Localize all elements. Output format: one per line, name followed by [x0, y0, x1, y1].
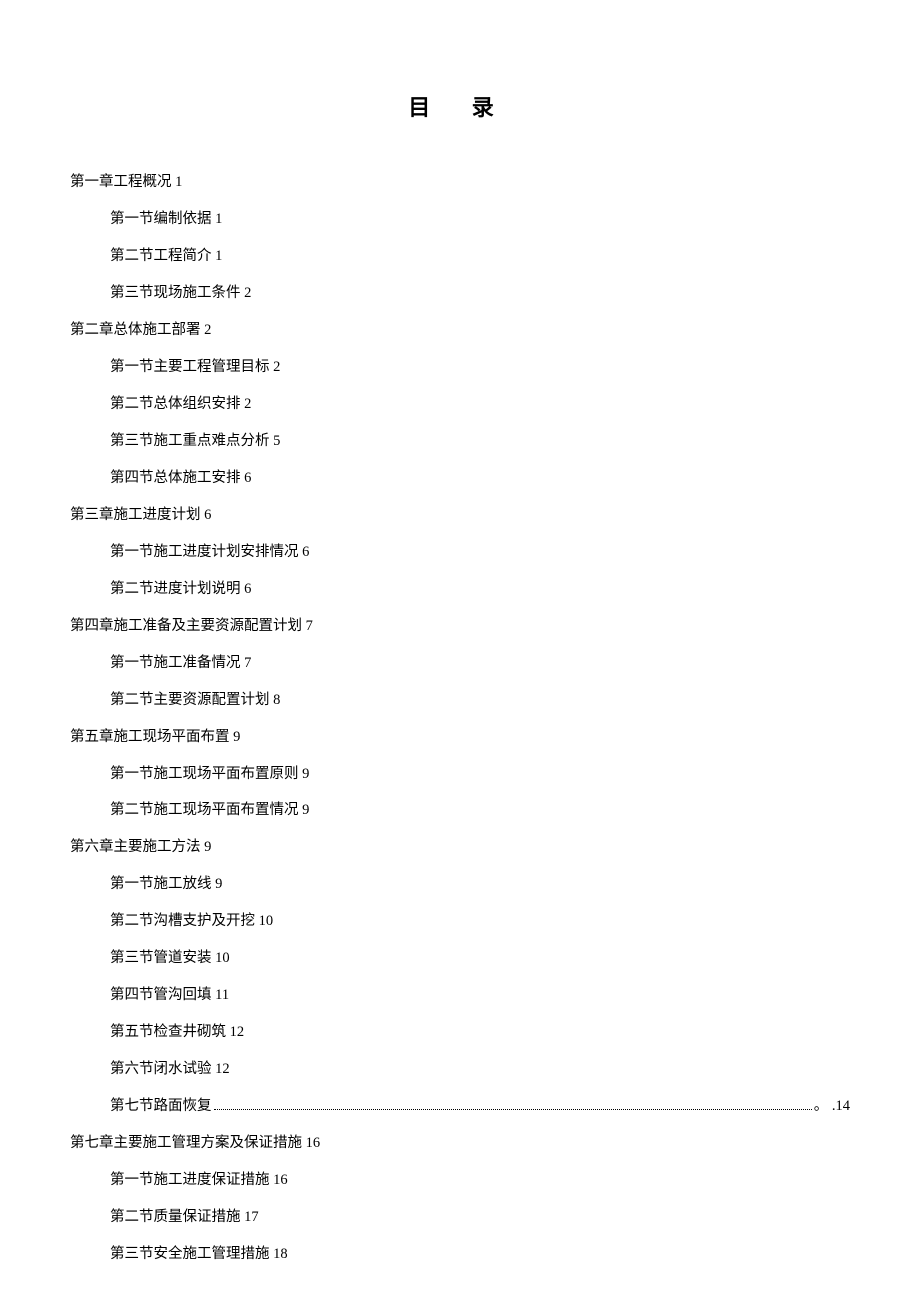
toc-entry-text: 第二节工程简介 1 [110, 248, 222, 264]
toc-entry-text: 第一节编制依据 1 [110, 211, 222, 227]
toc-chapter-entry: 第五章施工现场平面布置 9 [70, 719, 850, 756]
toc-section-entry: 第二节质量保证措施 17 [70, 1199, 850, 1236]
toc-section-entry: 第二节主要资源配置计划 8 [70, 682, 850, 719]
toc-entry-text: 第四节总体施工安排 6 [110, 470, 251, 486]
toc-section-entry: 第一节主要工程管理目标 2 [70, 349, 850, 386]
toc-entry-text: 第二节进度计划说明 6 [110, 581, 251, 597]
toc-section-entry: 第二节施工现场平面布置情况 9 [70, 792, 850, 829]
toc-entry-text: 第五章施工现场平面布置 9 [70, 729, 240, 745]
toc-entry-text: 第二节沟槽支护及开挖 10 [110, 913, 273, 929]
toc-entry-text: 第六节闭水试验 12 [110, 1061, 230, 1077]
toc-entry-text: 第二节质量保证措施 17 [110, 1209, 259, 1225]
toc-section-entry: 第三节安全施工管理措施 18 [70, 1236, 850, 1273]
toc-entry-text: 第四章施工准备及主要资源配置计划 7 [70, 618, 313, 634]
toc-title: 目 录 [70, 90, 850, 122]
toc-entry-text: 第三节安全施工管理措施 18 [110, 1246, 288, 1262]
toc-chapter-entry: 第一章工程概况 1 [70, 164, 850, 201]
toc-entry-text: 第一节施工进度计划安排情况 6 [110, 544, 309, 560]
toc-entry-text: 第二节主要资源配置计划 8 [110, 692, 280, 708]
toc-section-entry: 第二节工程简介 1 [70, 238, 850, 275]
toc-section-entry: 第三节施工重点难点分析 5 [70, 423, 850, 460]
toc-entry-page: 。 .14 [814, 1088, 850, 1125]
toc-leader-dots [214, 1109, 812, 1110]
toc-entry-text: 第一章工程概况 1 [70, 174, 182, 190]
toc-chapter-entry: 第七章主要施工管理方案及保证措施 16 [70, 1125, 850, 1162]
toc-section-entry: 第二节进度计划说明 6 [70, 571, 850, 608]
toc-entry-text: 第二节施工现场平面布置情况 9 [110, 802, 309, 818]
toc-entry-text: 第三节施工重点难点分析 5 [110, 433, 280, 449]
toc-entry-text: 第一节施工进度保证措施 16 [110, 1172, 288, 1188]
toc-section-entry: 第一节施工进度保证措施 16 [70, 1162, 850, 1199]
toc-entry-text: 第一节施工准备情况 7 [110, 655, 251, 671]
toc-entry-text: 第三节管道安装 10 [110, 950, 230, 966]
toc-section-entry: 第二节总体组织安排 2 [70, 386, 850, 423]
toc-entry-text: 第一节主要工程管理目标 2 [110, 359, 280, 375]
toc-entry-text: 第四节管沟回填 11 [110, 987, 229, 1003]
toc-section-entry: 第二节沟槽支护及开挖 10 [70, 903, 850, 940]
toc-section-entry: 第一节施工进度计划安排情况 6 [70, 534, 850, 571]
toc-section-entry: 第四节总体施工安排 6 [70, 460, 850, 497]
toc-entry-text: 第三章施工进度计划 6 [70, 507, 211, 523]
toc-entry-text: 第六章主要施工方法 9 [70, 839, 211, 855]
toc-chapter-entry: 第二章总体施工部署 2 [70, 312, 850, 349]
toc-entry-text: 第二节总体组织安排 2 [110, 396, 251, 412]
toc-entry-text: 第七章主要施工管理方案及保证措施 16 [70, 1135, 320, 1151]
toc-list: 第一章工程概况 1 第一节编制依据 1 第二节工程简介 1 第三节现场施工条件 2 第二… [70, 164, 850, 1273]
toc-section-entry: 第七节路面恢复 。 .14 [70, 1088, 850, 1125]
toc-entry-text: 第一节施工放线 9 [110, 876, 222, 892]
toc-section-entry: 第五节检查井砌筑 12 [70, 1014, 850, 1051]
toc-entry-label: 第七节路面恢复 [110, 1088, 212, 1125]
toc-chapter-entry: 第四章施工准备及主要资源配置计划 7 [70, 608, 850, 645]
toc-section-entry: 第三节现场施工条件 2 [70, 275, 850, 312]
toc-section-entry: 第一节编制依据 1 [70, 201, 850, 238]
toc-entry-text: 第二章总体施工部署 2 [70, 322, 211, 338]
toc-chapter-entry: 第六章主要施工方法 9 [70, 829, 850, 866]
toc-entry-text: 第五节检查井砌筑 12 [110, 1024, 244, 1040]
toc-entry-text: 第一节施工现场平面布置原则 9 [110, 766, 309, 782]
toc-section-entry: 第六节闭水试验 12 [70, 1051, 850, 1088]
toc-section-entry: 第一节施工现场平面布置原则 9 [70, 756, 850, 793]
toc-section-entry: 第一节施工准备情况 7 [70, 645, 850, 682]
toc-entry-text: 第三节现场施工条件 2 [110, 285, 251, 301]
toc-section-entry: 第三节管道安装 10 [70, 940, 850, 977]
toc-section-entry: 第一节施工放线 9 [70, 866, 850, 903]
toc-chapter-entry: 第三章施工进度计划 6 [70, 497, 850, 534]
toc-section-entry: 第四节管沟回填 11 [70, 977, 850, 1014]
